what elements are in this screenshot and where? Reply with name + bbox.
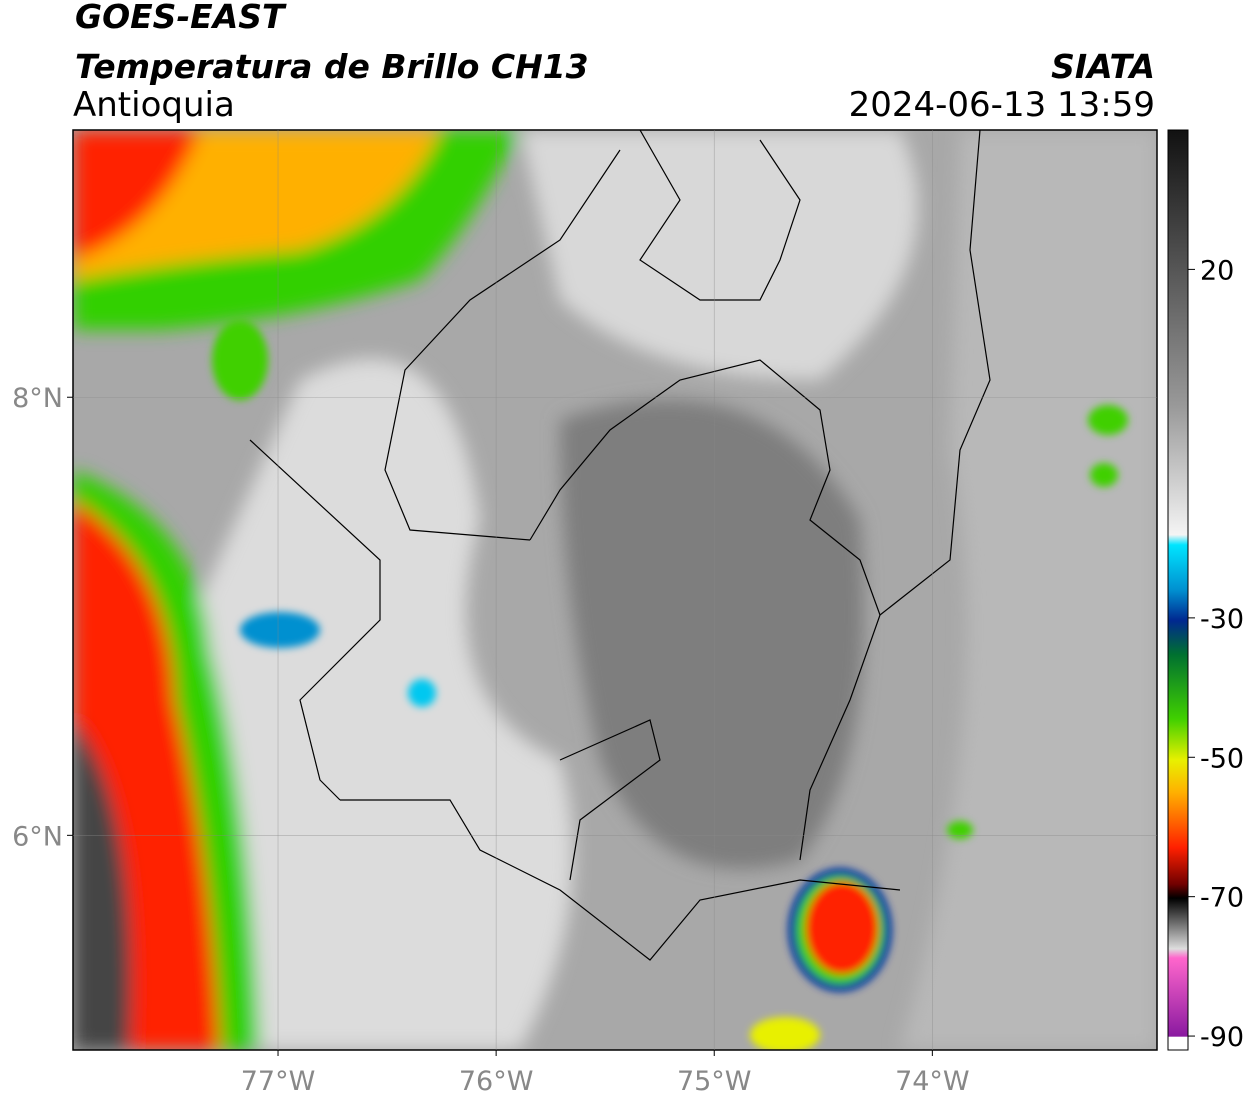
lon-tick-label: 74°W <box>895 1066 970 1097</box>
lon-tick-label: 77°W <box>241 1066 316 1097</box>
colorbar-tick-label: -30 <box>1200 604 1244 635</box>
colorbar-tick-label: -50 <box>1200 743 1244 774</box>
region: Antioquia <box>73 85 235 125</box>
datetime: 2024-06-13 13:59 <box>849 85 1155 125</box>
source: SIATA <box>1051 47 1155 86</box>
lat-tick-label: 8°N <box>12 383 63 414</box>
lon-tick-label: 75°W <box>677 1066 752 1097</box>
colorbar <box>1167 129 1189 1051</box>
lon-tick-label: 76°W <box>459 1066 534 1097</box>
subtitle: Temperatura de Brillo CH13 <box>75 47 589 86</box>
colorbar-tick-label: 20 <box>1200 255 1234 286</box>
lat-tick-label: 6°N <box>12 821 63 852</box>
satellite-image <box>73 130 1157 1050</box>
colorbar-tick-label: -70 <box>1200 883 1244 914</box>
map-frame <box>72 129 1158 1051</box>
colorbar-tick-label: -90 <box>1200 1022 1244 1053</box>
title: GOES-EAST <box>75 0 287 36</box>
